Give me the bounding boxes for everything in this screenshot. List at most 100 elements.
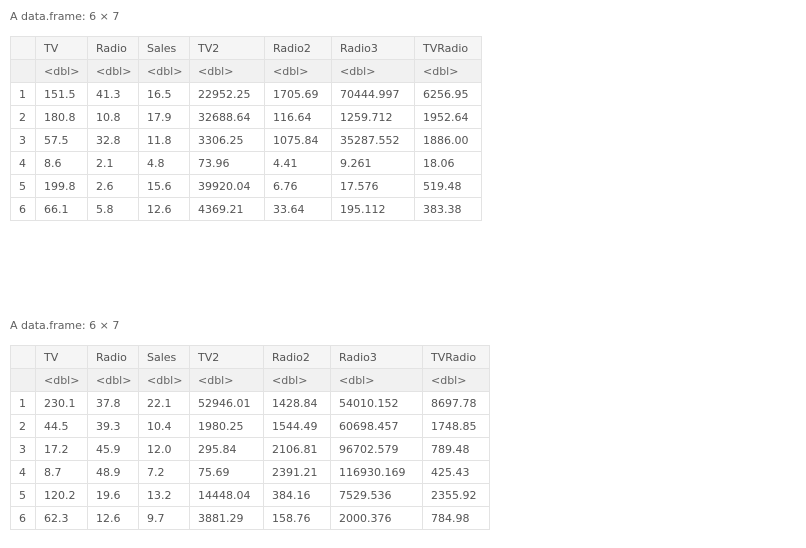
table-cell: 66.1 — [35, 197, 88, 221]
table-cell: 116.64 — [264, 105, 332, 129]
column-type: <dbl> — [422, 368, 490, 392]
table-cell: 230.1 — [35, 391, 88, 415]
row-index: 6 — [10, 506, 36, 530]
table-cell: 33.64 — [264, 197, 332, 221]
table-cell: 3881.29 — [189, 506, 264, 530]
table-row: 6 62.3 12.6 9.7 3881.29 158.76 2000.376 … — [10, 506, 490, 530]
table-cell: 295.84 — [189, 437, 264, 461]
table-cell: 22.1 — [138, 391, 190, 415]
row-index: 3 — [10, 437, 36, 461]
table-cell: 12.0 — [138, 437, 190, 461]
table-cell: 13.2 — [138, 483, 190, 507]
table-cell: 44.5 — [35, 414, 88, 438]
dataframe-table: TV Radio Sales TV2 Radio2 Radio3 TVRadio… — [10, 36, 482, 221]
column-type: <dbl> — [87, 368, 139, 392]
table-cell: 41.3 — [87, 82, 139, 106]
column-header: TV — [35, 36, 88, 60]
table-cell: 7529.536 — [330, 483, 423, 507]
table-cell: 62.3 — [35, 506, 88, 530]
column-type: <dbl> — [138, 59, 190, 83]
column-header: Radio3 — [331, 36, 415, 60]
column-header: Radio — [87, 36, 139, 60]
table-cell: 3306.25 — [189, 128, 265, 152]
table-cell: 4369.21 — [189, 197, 265, 221]
table-cell: 17.9 — [138, 105, 190, 129]
row-index: 6 — [10, 197, 36, 221]
column-header: TV2 — [189, 36, 265, 60]
table-cell: 1075.84 — [264, 128, 332, 152]
column-type: <dbl> — [331, 59, 415, 83]
table-cell: 158.76 — [263, 506, 331, 530]
column-type: <dbl> — [189, 368, 264, 392]
column-header: TVRadio — [414, 36, 482, 60]
table-row: 1 230.1 37.8 22.1 52946.01 1428.84 54010… — [10, 391, 490, 415]
table-cell: 2.6 — [87, 174, 139, 198]
table-row: 5 199.8 2.6 15.6 39920.04 6.76 17.576 51… — [10, 174, 482, 198]
table-cell: 14448.04 — [189, 483, 264, 507]
table-cell: 39920.04 — [189, 174, 265, 198]
row-index: 4 — [10, 151, 36, 175]
table-cell: 2391.21 — [263, 460, 331, 484]
table-cell: 1886.00 — [414, 128, 482, 152]
table-cell: 73.96 — [189, 151, 265, 175]
table-cell: 425.43 — [422, 460, 490, 484]
table-cell: 57.5 — [35, 128, 88, 152]
column-type: <dbl> — [414, 59, 482, 83]
column-type: <dbl> — [35, 59, 88, 83]
row-index-header — [10, 345, 36, 369]
table-cell: 17.2 — [35, 437, 88, 461]
table-cell: 9.7 — [138, 506, 190, 530]
table-cell: 96702.579 — [330, 437, 423, 461]
table-cell: 195.112 — [331, 197, 415, 221]
table-cell: 22952.25 — [189, 82, 265, 106]
type-row: <dbl> <dbl> <dbl> <dbl> <dbl> <dbl> <dbl… — [10, 368, 490, 392]
column-type: <dbl> — [264, 59, 332, 83]
table-cell: 35287.552 — [331, 128, 415, 152]
table-cell: 1428.84 — [263, 391, 331, 415]
table-cell: 151.5 — [35, 82, 88, 106]
table-cell: 37.8 — [87, 391, 139, 415]
table-cell: 9.261 — [331, 151, 415, 175]
table-cell: 519.48 — [414, 174, 482, 198]
table-cell: 2000.376 — [330, 506, 423, 530]
column-header: Radio2 — [264, 36, 332, 60]
dataframe-output-1: A data.frame: 6 × 7 TV Radio Sales TV2 R… — [10, 9, 482, 221]
table-cell: 8.7 — [35, 460, 88, 484]
table-cell: 2355.92 — [422, 483, 490, 507]
table-cell: 6.76 — [264, 174, 332, 198]
table-cell: 120.2 — [35, 483, 88, 507]
table-cell: 383.38 — [414, 197, 482, 221]
table-cell: 11.8 — [138, 128, 190, 152]
column-header: Radio3 — [330, 345, 423, 369]
column-type: <dbl> — [35, 368, 88, 392]
header-row: TV Radio Sales TV2 Radio2 Radio3 TVRadio — [10, 345, 490, 369]
table-cell: 10.8 — [87, 105, 139, 129]
table-cell: 18.06 — [414, 151, 482, 175]
table-cell: 2106.81 — [263, 437, 331, 461]
row-index: 5 — [10, 174, 36, 198]
table-cell: 180.8 — [35, 105, 88, 129]
table-cell: 16.5 — [138, 82, 190, 106]
dataframe-output-2: A data.frame: 6 × 7 TV Radio Sales TV2 R… — [10, 318, 490, 530]
table-row: 5 120.2 19.6 13.2 14448.04 384.16 7529.5… — [10, 483, 490, 507]
table-cell: 10.4 — [138, 414, 190, 438]
table-cell: 199.8 — [35, 174, 88, 198]
table-cell: 32.8 — [87, 128, 139, 152]
row-index: 3 — [10, 128, 36, 152]
column-header: TV2 — [189, 345, 264, 369]
table-cell: 39.3 — [87, 414, 139, 438]
table-cell: 2.1 — [87, 151, 139, 175]
row-index: 5 — [10, 483, 36, 507]
column-header: Sales — [138, 36, 190, 60]
table-row: 3 17.2 45.9 12.0 295.84 2106.81 96702.57… — [10, 437, 490, 461]
row-index-header — [10, 36, 36, 60]
dataframe-table: TV Radio Sales TV2 Radio2 Radio3 TVRadio… — [10, 345, 490, 530]
column-header: TV — [35, 345, 88, 369]
row-index-header — [10, 368, 36, 392]
table-row: 1 151.5 41.3 16.5 22952.25 1705.69 70444… — [10, 82, 482, 106]
table-cell: 4.8 — [138, 151, 190, 175]
table-cell: 116930.169 — [330, 460, 423, 484]
table-row: 2 180.8 10.8 17.9 32688.64 116.64 1259.7… — [10, 105, 482, 129]
table-cell: 1952.64 — [414, 105, 482, 129]
table-caption: A data.frame: 6 × 7 — [10, 10, 120, 23]
